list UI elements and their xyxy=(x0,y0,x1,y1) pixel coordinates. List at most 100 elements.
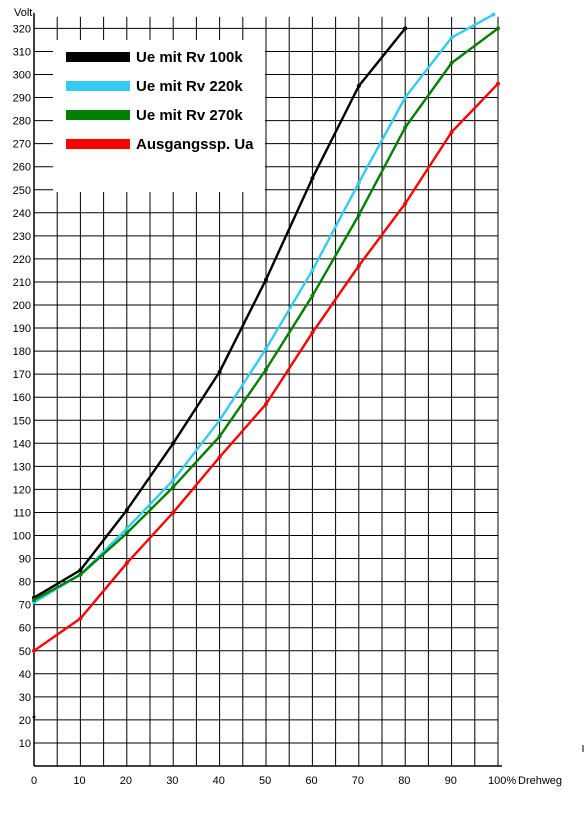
y-tick-label: 290 xyxy=(13,93,31,105)
data-point xyxy=(264,402,268,407)
y-tick-label: 230 xyxy=(13,231,31,243)
legend-swatch xyxy=(66,139,130,149)
data-point xyxy=(171,485,176,490)
y-tick-labels: 10 20 30 40 50 60 70 80 90 100 110 120 130 140 150 160 1… xyxy=(13,23,31,750)
data-point xyxy=(356,263,361,268)
y-tick-label: 250 xyxy=(13,185,31,197)
data-point xyxy=(310,176,315,181)
y-tick-label: 180 xyxy=(13,346,31,358)
data-point xyxy=(124,531,129,536)
legend-label: Ausgangssp. Ua xyxy=(136,136,254,153)
y-tick-label: 60 xyxy=(19,623,31,635)
series-lines xyxy=(32,12,500,653)
legend-label: Ue mit Rv 270k xyxy=(136,107,243,124)
y-tick-label: 30 xyxy=(19,692,31,704)
x-tick-label: 40 xyxy=(213,775,225,787)
legend-label: Ue mit Rv 220k xyxy=(136,78,243,95)
x-tick-label: 70 xyxy=(352,775,364,787)
data-point xyxy=(403,125,408,130)
data-point xyxy=(32,598,36,603)
data-point xyxy=(264,367,268,372)
y-axis-label: Volt xyxy=(14,7,32,19)
data-point xyxy=(491,12,496,17)
axes xyxy=(32,12,584,767)
data-point xyxy=(264,277,268,282)
y-tick-label: 150 xyxy=(13,415,31,427)
legend-swatch xyxy=(66,110,130,120)
y-tick-label: 280 xyxy=(13,116,31,128)
data-point xyxy=(496,26,500,31)
x-tick-label: 100% xyxy=(488,775,516,787)
y-tick-label: 20 xyxy=(19,715,31,727)
x-tick-labels: 0 10 20 30 40 50 60 70 80 90 100% xyxy=(31,775,516,787)
grid xyxy=(34,16,499,766)
data-point xyxy=(124,561,129,566)
y-tick-label: 40 xyxy=(19,669,31,681)
data-point xyxy=(449,130,454,135)
x-tick-label: 50 xyxy=(259,775,271,787)
legend-swatch xyxy=(66,81,130,91)
data-point xyxy=(124,526,129,531)
data-point xyxy=(78,568,83,573)
x-tick-label: 80 xyxy=(398,775,410,787)
data-point xyxy=(356,180,361,185)
y-tick-label: 210 xyxy=(13,277,31,289)
data-point xyxy=(449,35,454,40)
x-tick-label: 30 xyxy=(166,775,178,787)
legend-swatch xyxy=(66,52,130,62)
y-tick-label: 130 xyxy=(13,461,31,473)
legend: Ue mit Rv 100k Ue mit Rv 220k Ue mit Rv 27… xyxy=(53,40,265,192)
y-tick-label: 260 xyxy=(13,162,31,174)
data-point xyxy=(171,441,176,446)
y-tick-label: 70 xyxy=(19,600,31,612)
data-point xyxy=(403,26,408,31)
y-tick-label: 50 xyxy=(19,646,31,658)
data-point xyxy=(217,434,222,439)
axis-dot xyxy=(32,715,36,719)
x-tick-label: 90 xyxy=(445,775,457,787)
data-point xyxy=(217,455,222,460)
legend-label: Ue mit Rv 100k xyxy=(136,49,243,66)
y-tick-label: 140 xyxy=(13,438,31,450)
data-point xyxy=(449,60,454,65)
data-point xyxy=(264,346,268,351)
data-point xyxy=(496,81,500,86)
data-point xyxy=(310,330,315,335)
y-tick-label: 100 xyxy=(13,531,31,543)
y-tick-label: 90 xyxy=(19,554,31,566)
y-tick-label: 160 xyxy=(13,392,31,404)
y-tick-label: 220 xyxy=(13,254,31,266)
data-point xyxy=(403,201,408,206)
x-tick-label: 20 xyxy=(120,775,132,787)
y-tick-label: 110 xyxy=(13,507,31,519)
y-tick-label: 120 xyxy=(13,484,31,496)
y-tick-label: 200 xyxy=(13,300,31,312)
x-axis-label: Drehweg xyxy=(518,775,562,787)
y-tick-label: 10 xyxy=(19,738,31,750)
data-point xyxy=(171,510,176,515)
y-tick-label: 310 xyxy=(13,46,31,58)
y-tick-label: 240 xyxy=(13,208,31,220)
y-tick-label: 270 xyxy=(13,139,31,151)
y-tick-label: 320 xyxy=(13,23,31,35)
data-point xyxy=(356,213,361,218)
data-point xyxy=(78,616,83,621)
data-point xyxy=(356,84,361,89)
data-point xyxy=(78,572,83,577)
x-tick-label: 60 xyxy=(305,775,317,787)
data-point xyxy=(310,268,315,273)
data-point xyxy=(124,508,129,513)
data-point xyxy=(32,648,36,653)
data-point xyxy=(217,369,222,374)
y-tick-label: 80 xyxy=(19,577,31,589)
y-tick-label: 190 xyxy=(13,323,31,335)
data-point xyxy=(310,293,315,298)
x-tick-label: 0 xyxy=(31,775,37,787)
data-point xyxy=(403,95,408,100)
data-point xyxy=(171,478,176,483)
x-tick-label: 10 xyxy=(73,775,85,787)
y-tick-label: 300 xyxy=(13,70,31,82)
y-tick-label: 170 xyxy=(13,369,31,381)
data-point xyxy=(217,418,222,423)
